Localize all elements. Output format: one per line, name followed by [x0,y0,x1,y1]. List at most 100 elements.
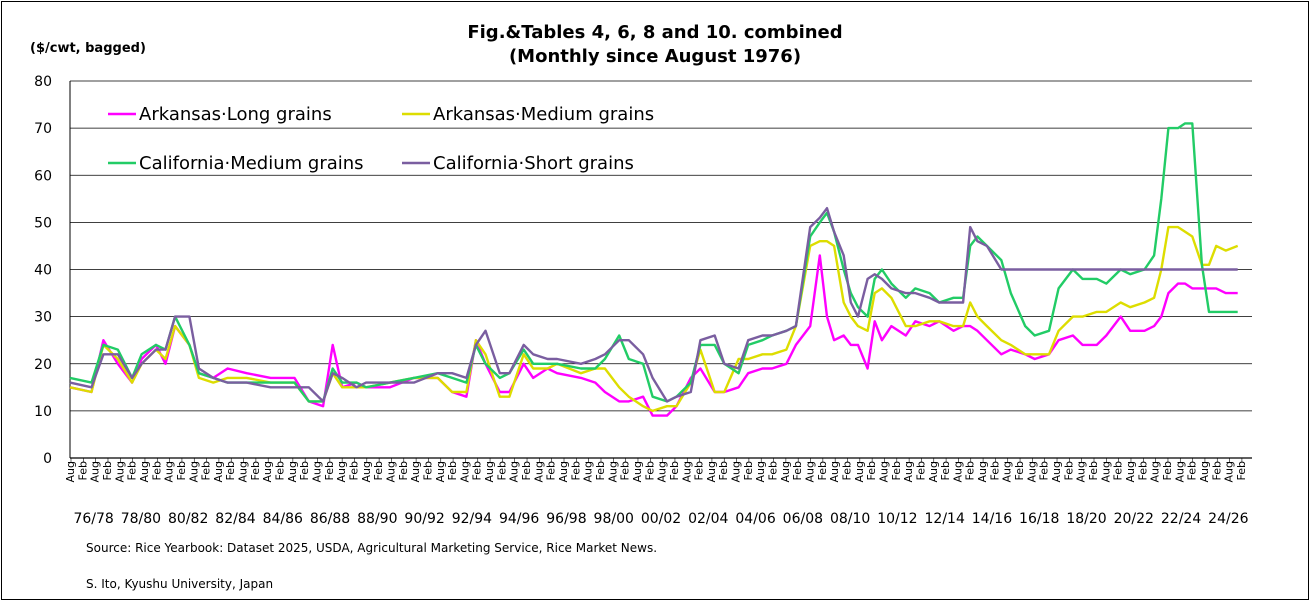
x-tick-label: Feb [224,461,237,480]
y-tick-label: 30 [34,310,52,326]
x-tick-label: Aug [311,461,324,482]
period-label: 12/14 [925,511,965,527]
x-tick-label: Aug [483,461,496,482]
x-tick-label: Feb [76,461,89,480]
x-tick-label: Aug [779,461,792,482]
legend-label: Arkansas·Medium grains [433,104,654,125]
y-tick-label: 20 [34,357,52,373]
x-tick-label: Feb [717,461,730,480]
x-tick-label: Feb [594,461,607,480]
x-tick-label: Feb [372,461,385,480]
x-tick-label: Aug [89,461,102,482]
x-tick-label: Aug [631,461,644,482]
period-label: 18/20 [1066,511,1106,527]
period-label: 00/02 [641,511,681,527]
x-tick-label: Aug [286,461,299,482]
x-tick-label: Aug [606,461,619,482]
period-label: 92/94 [452,511,492,527]
x-tick-label: Aug [582,461,595,482]
x-tick-label: Aug [828,461,841,482]
legend-label: Arkansas·Long grains [139,104,332,125]
x-tick-label: Aug [237,461,250,482]
period-label: 22/24 [1161,511,1201,527]
author-note: S. Ito, Kyushu University, Japan [86,577,273,591]
y-tick-labels: 0 10 20 30 40 50 60 70 80 [34,74,52,467]
period-label: 20/22 [1114,511,1154,527]
period-label: 98/00 [594,511,634,527]
x-tick-label: Feb [471,461,484,480]
period-label: 88/90 [357,511,397,527]
x-tick-label: Feb [791,461,804,480]
x-tick-label: Aug [113,461,126,482]
period-label: 02/04 [688,511,728,527]
x-tick-label: Aug [557,461,570,482]
y-tick-label: 50 [34,215,52,231]
x-tick-label: Feb [298,461,311,480]
chart-title: Fig.&Tables 4, 6, 8 and 10. combined [467,22,842,43]
x-tick-label: Feb [619,461,632,480]
y-tick-label: 0 [43,451,52,467]
y-tick-label: 40 [34,263,52,279]
period-label: 86/88 [310,511,350,527]
x-tick-label: Aug [1124,461,1137,482]
x-tick-label: Feb [939,461,952,480]
x-tick-label: Feb [1013,461,1026,480]
x-tick-label: Feb [347,461,360,480]
y-tick-label: 70 [34,121,52,137]
period-label: 14/16 [972,511,1012,527]
x-tick-label: Feb [668,461,681,480]
period-label: 76/78 [73,511,113,527]
x-tick-label: Aug [804,461,817,482]
x-tick-label: Feb [1038,461,1051,480]
x-tick-label: Aug [138,461,151,482]
x-tick-label: Aug [532,461,545,482]
x-tick-label: Feb [742,461,755,480]
x-tick-label: Aug [1223,461,1236,482]
period-label: 94/96 [499,511,539,527]
x-tick-label: Aug [360,461,373,482]
x-tick-label: Feb [816,461,829,480]
period-label: 10/12 [877,511,917,527]
x-tick-label: Feb [126,461,139,480]
x-tick-label: Aug [976,461,989,482]
source-note: Source: Rice Yearbook: Dataset 2025, USD… [86,541,657,555]
x-tick-label: Aug [1001,461,1014,482]
legend-label: California·Medium grains [139,153,364,174]
period-label: 16/18 [1019,511,1059,527]
x-tick-label: Feb [1161,461,1174,480]
x-tick-label: Aug [261,461,274,482]
period-label: 90/92 [404,511,444,527]
legend-label: California·Short grains [433,153,634,174]
x-tick-label: Aug [187,461,200,482]
y-axis-unit-label: ($/cwt, bagged) [30,41,146,56]
x-tick-label: Aug [384,461,397,482]
series-line-3 [69,122,1238,403]
x-tick-label: Feb [1112,461,1125,480]
x-tick-label: Aug [458,461,471,482]
x-tick-label: Aug [1173,461,1186,482]
chart-subtitle: (Monthly since August 1976) [509,46,801,67]
x-tick-label: Aug [1025,461,1038,482]
period-label: 82/84 [215,511,255,527]
x-tick-label: Feb [274,461,287,480]
period-label: 96/98 [546,511,586,527]
x-tick-label: Feb [1210,461,1223,480]
period-label: 24/26 [1208,511,1248,527]
x-tick-label: Aug [680,461,693,482]
period-label: 78/80 [121,511,161,527]
x-tick-label: Aug [877,461,890,482]
x-tick-label: Aug [951,461,964,482]
period-label: 84/86 [263,511,303,527]
y-tick-label: 80 [34,74,52,90]
x-tick-label: Feb [1235,461,1248,480]
x-tick-label: Aug [902,461,915,482]
x-tick-label: Aug [409,461,422,482]
x-tick-label: Feb [865,461,878,480]
x-tick-label: Aug [64,461,77,482]
x-tick-label: Feb [175,461,188,480]
x-tick-label: Feb [495,461,508,480]
x-tick-label: Feb [520,461,533,480]
x-tick-label: Aug [508,461,521,482]
x-tick-label: Feb [397,461,410,480]
x-tick-label: Feb [249,461,262,480]
